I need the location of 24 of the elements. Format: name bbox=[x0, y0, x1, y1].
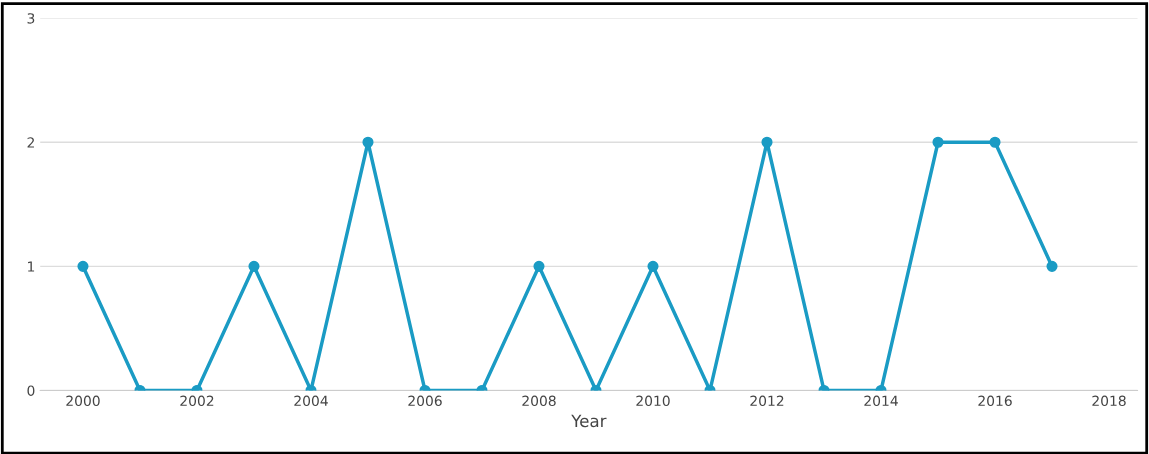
point bbox=[77, 260, 89, 272]
x-tick-label: 2000 bbox=[66, 395, 100, 407]
y-tick-label: 3 bbox=[27, 13, 35, 24]
x-tick-label: 2008 bbox=[522, 395, 556, 407]
x-tick-label: 2014 bbox=[864, 395, 898, 407]
point bbox=[761, 136, 773, 148]
x-tick-label: 2018 bbox=[1092, 395, 1126, 407]
y-tick-label: 2 bbox=[27, 137, 34, 148]
x-tick-label: 2006 bbox=[408, 395, 442, 407]
x-tick-label: 2012 bbox=[750, 395, 784, 407]
point bbox=[533, 260, 545, 272]
point bbox=[647, 260, 659, 272]
point bbox=[932, 136, 944, 148]
y-tick-label: 0 bbox=[27, 385, 35, 396]
x-axis-title: Year bbox=[571, 414, 607, 428]
y-tick-label: 1 bbox=[28, 261, 35, 272]
point bbox=[1046, 260, 1058, 272]
point bbox=[248, 260, 260, 272]
x-tick-label: 2016 bbox=[978, 395, 1012, 407]
x-tick-label: 2002 bbox=[180, 395, 214, 407]
point bbox=[362, 136, 374, 148]
x-tick-label: 2004 bbox=[294, 395, 328, 407]
point bbox=[989, 136, 1001, 148]
x-tick-label: 2010 bbox=[636, 395, 670, 407]
